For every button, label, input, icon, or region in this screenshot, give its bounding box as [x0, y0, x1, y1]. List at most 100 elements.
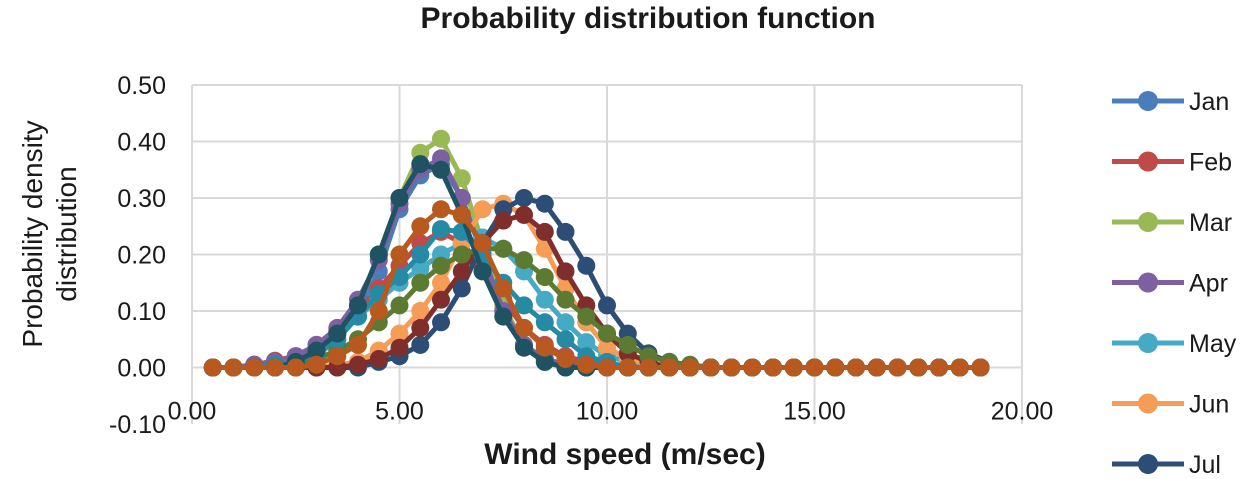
data-point — [618, 335, 637, 354]
data-point — [577, 256, 596, 275]
data-point — [432, 256, 450, 275]
data-point — [556, 262, 575, 281]
data-point — [328, 324, 347, 343]
data-point — [577, 333, 596, 352]
data-point — [390, 189, 409, 207]
data-point — [909, 358, 928, 377]
data-point — [515, 338, 533, 357]
data-point — [452, 205, 471, 224]
data-point — [390, 296, 409, 315]
data-point — [598, 324, 616, 343]
data-point — [411, 335, 430, 354]
y-tick-label: 0.20 — [117, 242, 166, 270]
legend-item-feb: Feb — [1112, 149, 1232, 177]
data-point — [556, 313, 575, 332]
data-point — [494, 307, 513, 326]
data-point — [764, 358, 782, 377]
data-point — [971, 358, 990, 377]
data-point — [328, 347, 347, 366]
data-point — [888, 358, 907, 377]
data-point — [494, 239, 513, 258]
data-point — [286, 358, 305, 377]
data-point — [556, 222, 575, 241]
chart-title: Probability distribution function — [421, 2, 876, 35]
data-point — [452, 262, 471, 281]
data-point — [390, 245, 409, 264]
legend-label: Feb — [1189, 149, 1232, 177]
data-point — [598, 296, 616, 315]
data-point — [390, 338, 409, 357]
data-point — [556, 290, 575, 309]
data-point — [473, 262, 492, 281]
data-point — [473, 234, 492, 253]
data-point — [722, 358, 741, 377]
legend-label: Apr — [1189, 270, 1228, 298]
legend-item-mar: Mar — [1112, 209, 1232, 237]
data-point — [369, 302, 388, 320]
x-tick-label: 20.00 — [991, 398, 1054, 426]
data-point — [349, 335, 367, 354]
data-point — [369, 245, 388, 264]
legend-marker — [1138, 91, 1158, 111]
legend-item-apr: Apr — [1112, 270, 1228, 298]
axis-ticks: -0.100.000.100.200.300.400.500.00 5.00 10.… — [109, 72, 1053, 439]
legend-marker — [1138, 272, 1158, 293]
data-point — [432, 313, 450, 332]
data-point — [535, 313, 554, 332]
data-point — [494, 211, 513, 230]
data-point — [203, 358, 222, 377]
legend-label: Mar — [1189, 209, 1232, 237]
legend-marker — [1138, 333, 1158, 353]
legend-item-may: May — [1112, 330, 1237, 358]
data-point — [432, 160, 450, 179]
data-point — [452, 245, 471, 264]
y-tick-label: 0.50 — [117, 72, 166, 100]
data-point — [515, 251, 533, 270]
data-point — [930, 358, 948, 377]
legend-marker — [1138, 151, 1158, 172]
data-point — [556, 330, 575, 349]
data-point — [411, 217, 430, 236]
data-point — [515, 205, 533, 224]
data-point — [432, 273, 450, 292]
data-point — [784, 358, 803, 377]
data-point — [432, 290, 450, 309]
data-point — [535, 352, 554, 371]
y-tick-label: 0.10 — [117, 298, 166, 326]
y-tick-label: 0.30 — [117, 185, 166, 213]
legend-label: Jul — [1189, 451, 1221, 479]
legend-item-jun: Jun — [1112, 391, 1229, 419]
y-axis-title-line-2: distribution — [51, 166, 82, 301]
legend-label: Jan — [1189, 88, 1229, 116]
legend-label: Jun — [1189, 391, 1229, 419]
y-tick-label: -0.10 — [109, 411, 166, 439]
data-point — [266, 358, 284, 377]
data-point — [411, 259, 430, 278]
data-point — [847, 358, 865, 377]
data-point — [349, 355, 367, 374]
data-point — [598, 358, 616, 377]
data-point — [515, 296, 533, 315]
series-group — [203, 129, 990, 377]
data-point — [535, 222, 554, 241]
x-axis-title: Wind speed (m/sec) — [484, 438, 765, 471]
data-point — [535, 194, 554, 213]
series-dec — [203, 200, 990, 377]
data-point — [432, 129, 450, 148]
data-point — [473, 200, 492, 219]
data-point — [307, 341, 326, 360]
data-point — [349, 296, 367, 315]
series-apr — [203, 149, 990, 377]
data-point — [245, 358, 264, 377]
x-tick-label: 0.00 — [168, 398, 217, 426]
data-point — [618, 358, 637, 377]
data-point — [515, 189, 533, 207]
data-point — [577, 355, 596, 374]
data-point — [535, 290, 554, 309]
data-point — [681, 358, 699, 377]
legend-marker — [1138, 393, 1158, 414]
data-point — [867, 358, 886, 377]
y-axis-title-line-1: Probability density — [17, 120, 48, 347]
data-point — [452, 169, 471, 188]
